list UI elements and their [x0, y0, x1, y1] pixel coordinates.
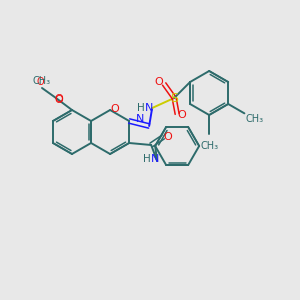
Text: O: O: [36, 77, 44, 87]
Text: CH₃: CH₃: [246, 114, 264, 124]
Text: O: O: [155, 77, 164, 87]
Text: N: N: [151, 154, 159, 164]
Text: CH₃: CH₃: [33, 76, 51, 86]
Text: O: O: [55, 95, 63, 105]
Text: N: N: [145, 103, 153, 113]
Text: N: N: [136, 115, 144, 124]
Text: H: H: [137, 103, 145, 113]
Text: O: O: [178, 110, 187, 120]
Text: O: O: [55, 94, 63, 104]
Text: O: O: [111, 104, 119, 114]
Text: S: S: [170, 92, 178, 104]
Text: CH₃: CH₃: [200, 141, 218, 151]
Text: H: H: [143, 154, 151, 164]
Text: O: O: [164, 132, 172, 142]
